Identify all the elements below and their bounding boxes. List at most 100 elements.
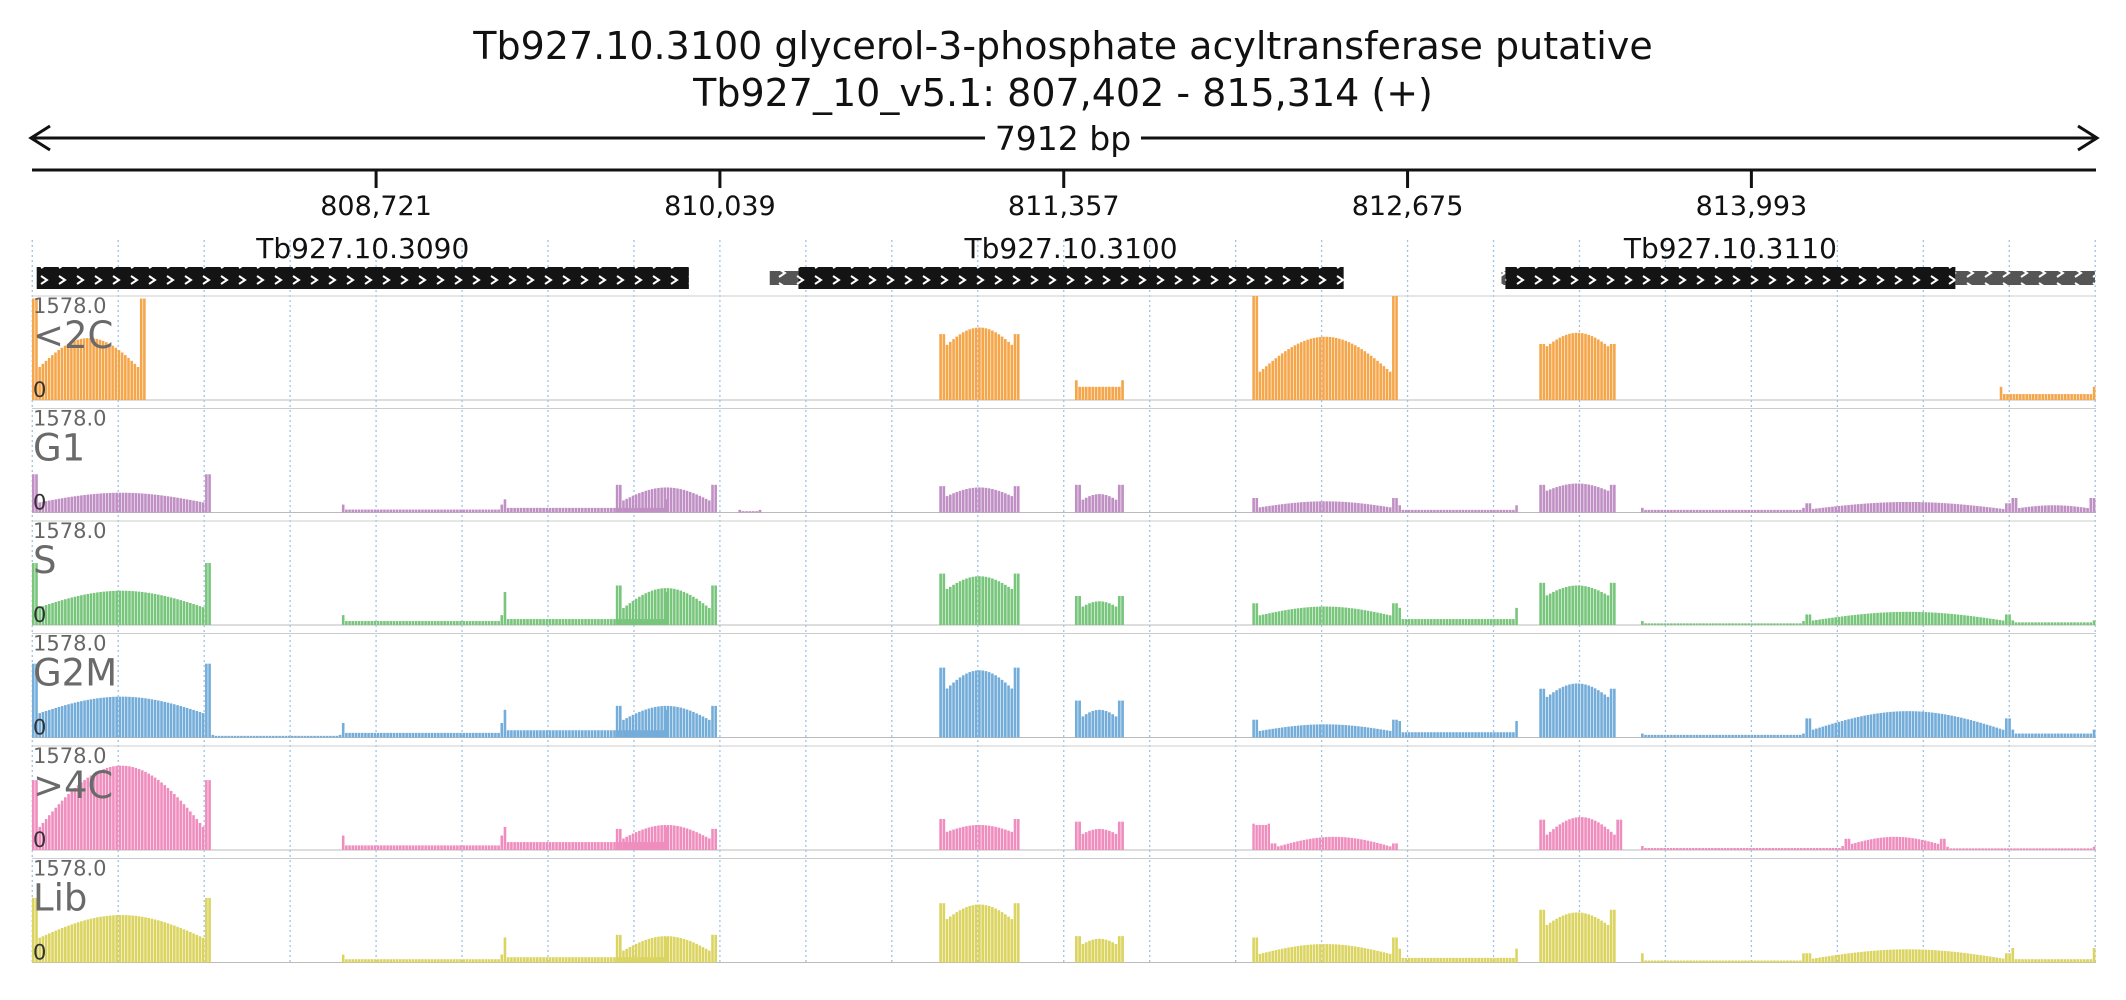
coverage-bar [1580,333,1584,400]
coverage-bar [1309,607,1313,625]
coverage-bar [1879,950,1883,963]
coverage-bar [974,487,978,513]
coverage-bar [1768,848,1771,850]
coverage-bar [475,959,478,963]
coverage-bar [1360,947,1363,963]
coverage-bar [418,509,421,513]
coverage-bar [1930,502,1934,513]
coverage-bar [421,732,424,738]
coverage-bar [1392,296,1395,400]
coverage-bar [701,835,705,850]
coverage-bar [1084,832,1088,850]
coverage-bar [1603,694,1607,738]
coverage-bar [708,500,711,513]
coverage-bar [108,343,111,400]
coverage-bar [421,845,424,850]
coverage-bar [1898,711,1902,738]
coverage-bar [1331,337,1335,400]
coverage-bar [1787,848,1790,850]
coverage-bar [1740,734,1744,738]
coverage-bar [1430,619,1433,625]
coverage-bar [80,701,83,738]
coverage-bar [484,845,488,850]
coverage-bar [682,938,686,963]
coverage-bar [945,588,949,625]
coverage-bar [516,730,520,738]
coverage-bar [2060,733,2063,738]
coverage-bar [1701,848,1705,850]
coverage-bar [465,621,469,625]
coverage-bar [1404,957,1408,963]
coverage-bar [1724,509,1728,513]
coverage-bar [698,495,702,513]
coverage-bar [561,957,565,963]
coverage-bar [131,492,134,513]
coverage-bar [1666,509,1670,513]
coverage-bar [153,699,157,738]
coverage-bar [1010,919,1014,963]
coverage-bar [1318,837,1322,850]
coverage-bar [108,915,112,963]
coverage-bar [1976,505,1979,513]
coverage-bar [644,939,648,963]
gene-label: Tb927.10.3110 [1623,232,1837,265]
coverage-bar [2060,959,2063,963]
coverage-bar [1647,509,1651,513]
coverage-bar [593,842,597,850]
coverage-bar [1007,586,1010,625]
coverage-bar [1587,818,1591,850]
coverage-bar [590,842,594,850]
coverage-bar [443,621,446,625]
coverage-bar [1924,612,1928,625]
coverage-bar [57,929,61,963]
coverage-bar [1016,819,1020,850]
coverage-bar [1587,914,1591,963]
coverage-bar [2011,948,2015,963]
coverage-bar [529,619,533,625]
coverage-bar [134,767,138,850]
coverage-bar [1707,848,1711,850]
coverage-bar [1692,623,1696,625]
coverage-bar [1728,509,1731,513]
coverage-bar [67,704,70,738]
coverage-bar [2076,394,2080,400]
coverage-bar [80,782,83,850]
coverage-bar [1609,484,1613,513]
coverage-bar [105,591,109,625]
coverage-bar [205,663,208,738]
coverage-bar [1766,734,1770,738]
coverage-bar [584,842,587,850]
coverage-bar [48,815,51,850]
coverage-bar [1078,821,1081,850]
coverage-bar [95,338,99,400]
coverage-bar [1949,848,1953,850]
coverage-bar [383,845,386,850]
coverage-bar [1869,613,1873,625]
coverage-bar [647,827,651,850]
coverage-bar [1908,837,1911,850]
coverage-bar [692,711,695,738]
coverage-bar [386,845,389,850]
track-label: S [33,539,57,582]
coverage-bar [1769,734,1773,738]
coverage-bar [1074,380,1078,400]
coverage-bar [1490,619,1493,625]
coverage-bar [128,696,131,738]
coverage-bar [2037,622,2041,625]
coverage-bar [1728,623,1731,625]
coverage-bar [1590,819,1594,850]
coverage-bar [1398,721,1401,738]
coverage-bar [1344,607,1348,625]
coverage-bar [2008,614,2011,625]
coverage-bar [558,619,562,625]
coverage-bar [1280,948,1284,963]
coverage-bar [1853,717,1857,738]
coverage-bar [1921,711,1924,738]
coverage-bar [80,921,83,963]
coverage-bar [1682,623,1686,625]
coverage-bar [984,825,988,850]
coverage-bar [1382,844,1386,850]
coverage-bar [462,509,465,513]
coverage-bar [1344,725,1348,738]
coverage-bar [1558,916,1562,963]
